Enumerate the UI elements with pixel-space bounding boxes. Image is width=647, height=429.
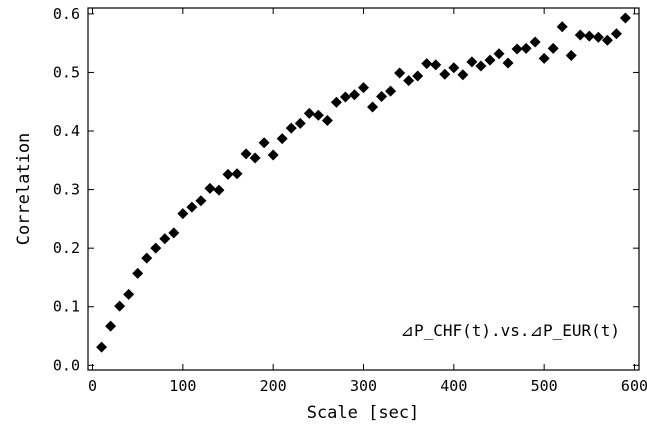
y-tick-label: 0.0 bbox=[53, 356, 80, 374]
data-point bbox=[213, 184, 225, 196]
data-point bbox=[312, 109, 324, 121]
annotation-label: ⊿P_CHF(t).vs.⊿P_EUR(t) bbox=[401, 321, 620, 340]
x-tick-label: 500 bbox=[531, 377, 558, 395]
data-point bbox=[330, 96, 342, 108]
data-point bbox=[150, 242, 162, 254]
data-point bbox=[231, 168, 243, 180]
x-tick-label: 300 bbox=[350, 377, 377, 395]
data-point bbox=[367, 101, 379, 113]
data-point bbox=[574, 29, 586, 41]
data-point bbox=[222, 168, 234, 180]
data-point bbox=[168, 227, 180, 239]
data-point bbox=[556, 21, 568, 33]
data-point bbox=[123, 288, 135, 300]
data-point bbox=[520, 42, 532, 54]
y-tick-labels: 0.0 0.1 0.2 0.3 0.4 0.5 0.6 bbox=[53, 5, 80, 374]
data-point bbox=[204, 182, 216, 194]
y-axis-title: Correlation bbox=[14, 133, 34, 246]
x-tick-label: 600 bbox=[621, 377, 647, 395]
data-point bbox=[583, 30, 595, 42]
data-point bbox=[358, 82, 369, 94]
y-tick-label: 0.4 bbox=[53, 122, 80, 140]
data-point bbox=[141, 252, 153, 264]
data-point bbox=[114, 300, 126, 312]
data-point bbox=[502, 57, 514, 69]
data-point bbox=[294, 117, 306, 129]
data-point bbox=[186, 201, 198, 213]
data-point bbox=[421, 58, 433, 70]
data-point bbox=[412, 70, 424, 82]
data-point bbox=[430, 59, 442, 71]
data-point bbox=[619, 12, 631, 24]
data-point bbox=[258, 137, 270, 149]
data-point bbox=[159, 233, 171, 245]
data-point bbox=[538, 52, 550, 64]
data-point bbox=[565, 49, 577, 61]
data-point bbox=[592, 31, 604, 43]
x-tick-label: 0 bbox=[88, 377, 97, 395]
data-point bbox=[195, 195, 207, 207]
data-point bbox=[177, 208, 189, 220]
data-point bbox=[376, 90, 388, 102]
data-point bbox=[511, 43, 523, 55]
data-point bbox=[529, 36, 541, 48]
y-tick-label: 0.5 bbox=[53, 63, 80, 81]
data-point bbox=[240, 148, 252, 160]
data-point bbox=[249, 152, 261, 164]
y-tick-label: 0.6 bbox=[53, 5, 80, 23]
x-axis-title: Scale [sec] bbox=[307, 403, 420, 423]
data-point bbox=[348, 89, 360, 101]
data-point bbox=[466, 56, 478, 68]
data-point bbox=[303, 107, 315, 119]
data-point bbox=[457, 69, 469, 81]
x-tick-label: 200 bbox=[260, 377, 287, 395]
data-point bbox=[132, 267, 144, 279]
data-point bbox=[267, 149, 279, 161]
data-point bbox=[385, 85, 397, 97]
data-point bbox=[403, 75, 415, 87]
y-tick-label: 0.3 bbox=[53, 181, 80, 199]
x-tick-label: 400 bbox=[440, 377, 467, 395]
data-point bbox=[105, 320, 117, 332]
data-point bbox=[321, 114, 333, 126]
data-point bbox=[339, 91, 351, 103]
axis-ticks bbox=[88, 8, 639, 370]
y-tick-label: 0.2 bbox=[53, 239, 80, 257]
data-point bbox=[394, 67, 406, 79]
data-point bbox=[601, 34, 613, 46]
data-point bbox=[448, 62, 460, 74]
data-point bbox=[547, 42, 559, 54]
data-point bbox=[285, 122, 297, 134]
y-tick-label: 0.1 bbox=[53, 298, 80, 316]
data-points bbox=[96, 12, 631, 353]
plot-frame bbox=[87, 7, 640, 371]
data-point bbox=[484, 54, 496, 66]
data-point bbox=[96, 341, 108, 353]
data-point bbox=[475, 60, 487, 72]
data-point bbox=[610, 28, 622, 40]
data-point bbox=[493, 48, 505, 60]
x-tick-label: 100 bbox=[169, 377, 196, 395]
x-tick-labels: 0 100 200 300 400 500 600 bbox=[88, 377, 647, 395]
data-point bbox=[439, 68, 451, 80]
data-point bbox=[276, 133, 288, 145]
